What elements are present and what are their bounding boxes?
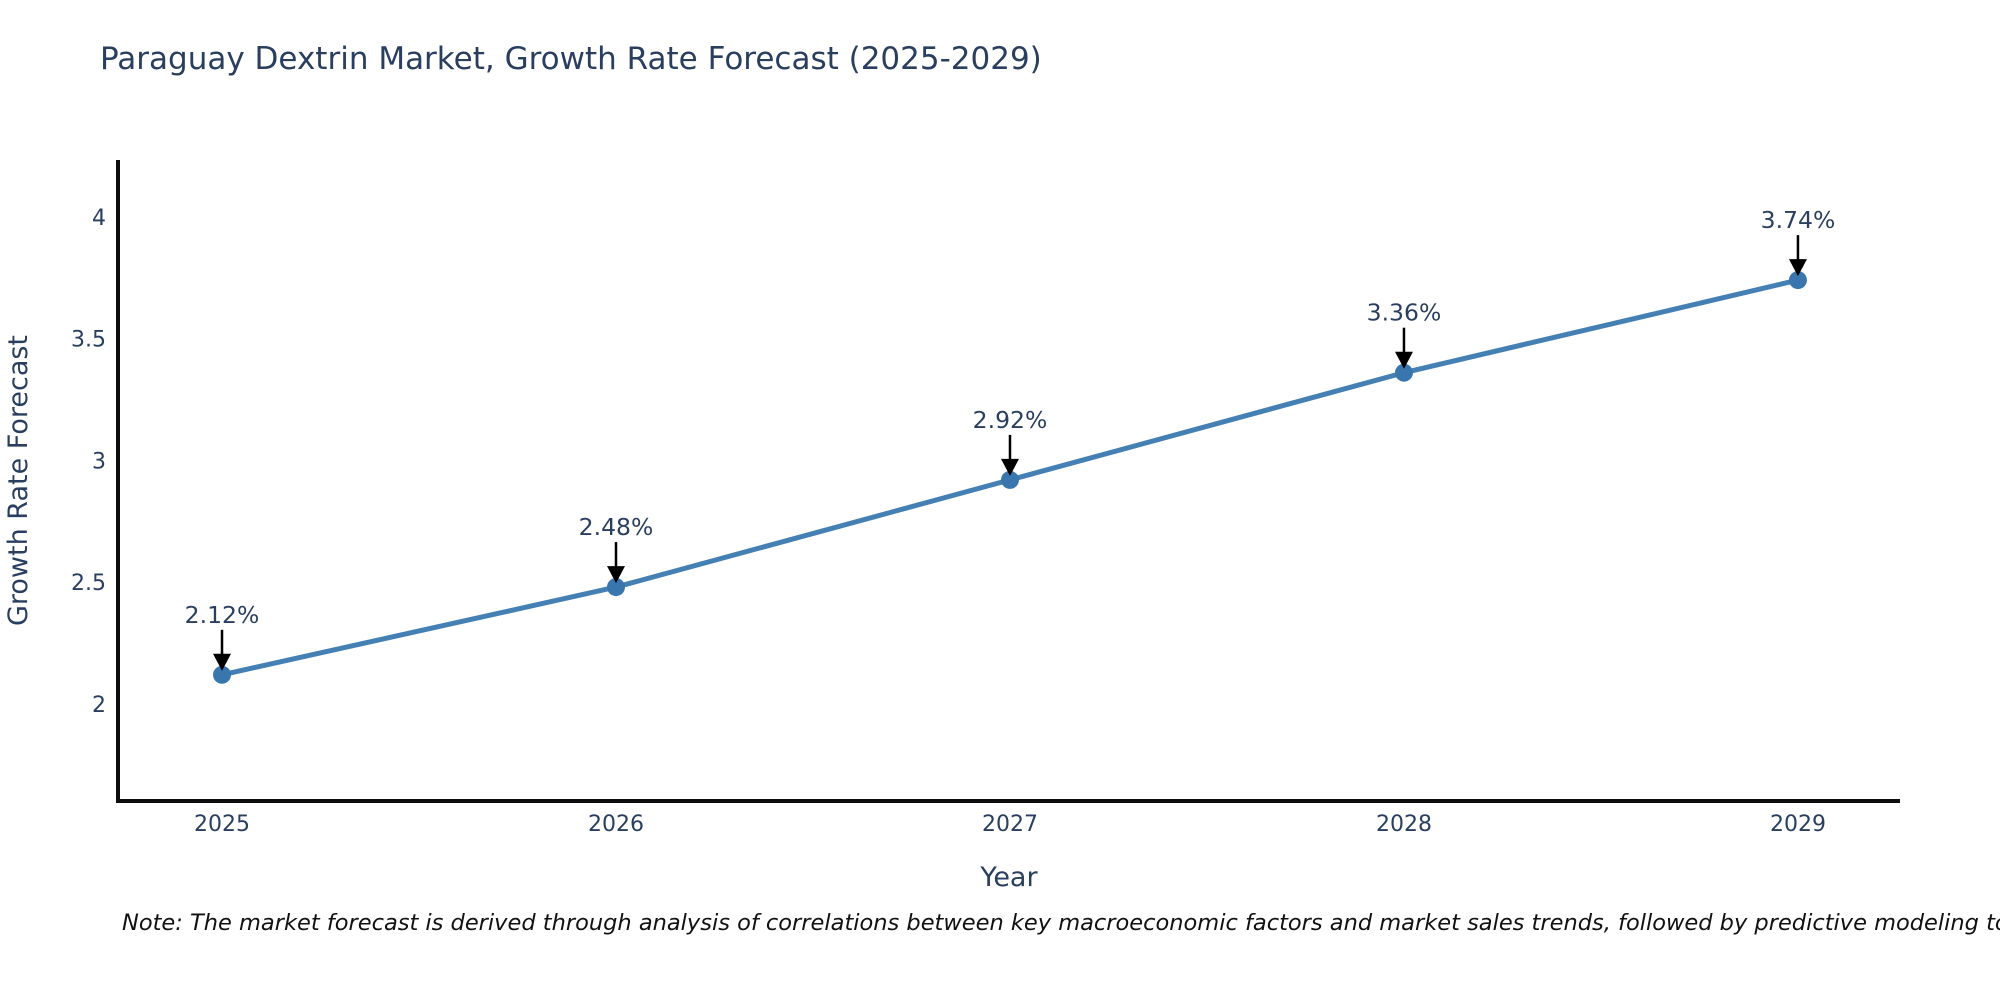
annotation-arrow-head [1000, 458, 1019, 476]
y-tick-label: 4 [92, 206, 106, 231]
y-tick-label: 3 [92, 449, 106, 474]
chart-title: Paraguay Dextrin Market, Growth Rate For… [100, 41, 1042, 77]
annotation-arrow-head [1788, 259, 1807, 277]
annotation-arrow-head [606, 566, 625, 584]
x-tick-label: 2025 [194, 812, 250, 837]
data-point-label: 2.92% [973, 406, 1048, 434]
data-point-marker [606, 578, 625, 597]
x-tick-label: 2029 [1770, 812, 1826, 837]
y-tick-label: 3.5 [71, 328, 106, 353]
data-point-marker [213, 665, 232, 684]
axis-spines [116, 160, 1900, 803]
chart-footnote: Note: The market forecast is derived thr… [122, 910, 2000, 936]
data-point-label: 3.36% [1367, 299, 1442, 327]
y-tick-label: 2.5 [71, 571, 106, 596]
y-axis-title: Growth Rate Forecast [3, 335, 34, 626]
x-tick-label: 2027 [982, 812, 1038, 837]
annotation-arrow-head [213, 653, 232, 671]
x-tick-label: 2026 [588, 812, 644, 837]
y-tick-label: 2 [92, 693, 106, 718]
data-point-marker [1788, 271, 1807, 290]
data-point-label: 2.48% [579, 513, 654, 541]
data-point-label: 3.74% [1761, 206, 1836, 234]
x-tick-label: 2028 [1376, 812, 1432, 837]
data-point-label: 2.12% [185, 601, 260, 629]
data-point-marker [1394, 363, 1413, 382]
annotation-arrow-head [1394, 351, 1413, 369]
data-point-marker [1000, 470, 1019, 489]
x-axis-title: Year [979, 862, 1038, 893]
